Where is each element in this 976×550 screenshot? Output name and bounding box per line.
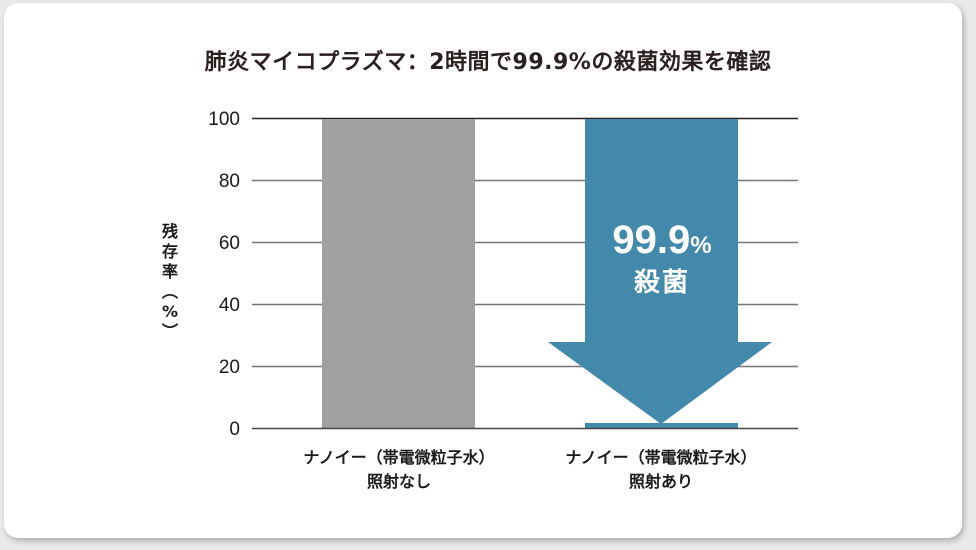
chart-card [4, 3, 962, 538]
svg-text:60: 60 [219, 233, 240, 254]
annotation-percentage: 99.9% [612, 218, 712, 262]
svg-text:80: 80 [219, 171, 240, 192]
y-tick-labels: 100 80 60 40 20 0 [208, 109, 240, 440]
down-arrow-icon [548, 119, 772, 424]
svg-text:100: 100 [208, 109, 240, 130]
bar-treated [585, 423, 738, 428]
svg-text:40: 40 [219, 295, 240, 316]
x-label-treated: ナノイー（帯電微粒子水） 照射あり [565, 448, 757, 491]
svg-text:20: 20 [219, 357, 240, 378]
annotation-sterilization: 殺菌 [633, 268, 690, 298]
y-axis-label: 残 存 率 ︵ % ︶ [161, 222, 179, 341]
svg-text:0: 0 [229, 419, 240, 440]
x-label-control: ナノイー（帯電微粒子水） 照射なし [303, 448, 495, 491]
bar-control [322, 119, 475, 428]
chart-title: 肺炎マイコプラズマ：2時間で99.9%の殺菌効果を確認 [204, 50, 772, 75]
